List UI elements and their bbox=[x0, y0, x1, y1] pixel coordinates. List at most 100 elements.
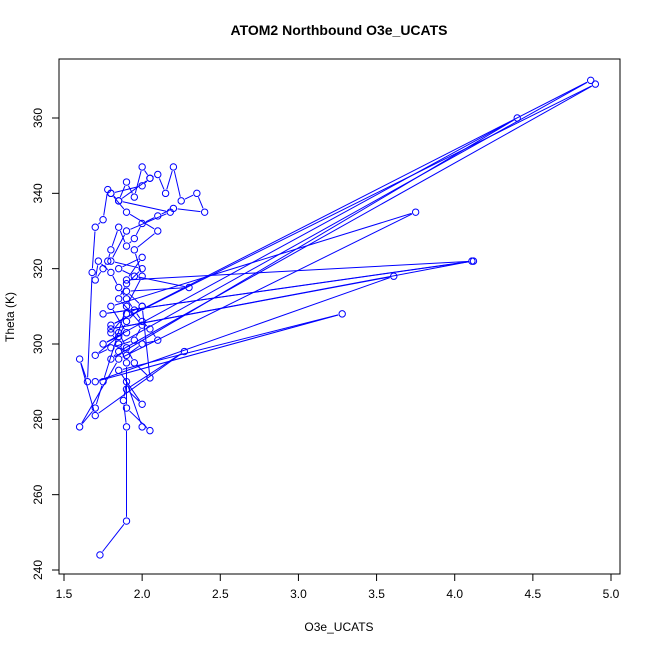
data-point bbox=[122, 302, 131, 311]
data-point bbox=[122, 351, 131, 359]
series-segment bbox=[127, 385, 142, 424]
data-point bbox=[146, 426, 154, 435]
series-segment bbox=[173, 170, 181, 197]
series-segment bbox=[113, 354, 117, 357]
data-point bbox=[122, 208, 131, 216]
series-segment bbox=[112, 234, 126, 258]
data-point bbox=[138, 317, 146, 326]
y-tick-label: 300 bbox=[31, 334, 45, 354]
data-point bbox=[115, 197, 123, 205]
series-segment bbox=[137, 365, 148, 376]
data-point bbox=[122, 227, 131, 235]
x-tick-label: 2.0 bbox=[134, 587, 151, 601]
series-segment bbox=[97, 271, 102, 277]
data-point bbox=[122, 276, 131, 284]
data-point bbox=[154, 336, 162, 344]
series-segment bbox=[120, 290, 125, 296]
data-point bbox=[586, 76, 595, 85]
series-segment bbox=[114, 119, 514, 358]
data-point bbox=[107, 329, 115, 337]
series-segment bbox=[136, 313, 141, 319]
series-segment bbox=[120, 373, 141, 402]
data-point bbox=[122, 344, 131, 352]
series-segment bbox=[144, 180, 148, 184]
series-segment bbox=[122, 270, 131, 275]
series-segment bbox=[114, 85, 592, 324]
series-segment bbox=[97, 222, 101, 225]
data-point bbox=[122, 287, 131, 295]
series-segment bbox=[122, 314, 339, 370]
data-point bbox=[91, 411, 99, 420]
data-point bbox=[130, 336, 139, 344]
data-point bbox=[99, 310, 107, 318]
data-point bbox=[107, 268, 115, 277]
data-point bbox=[107, 246, 115, 254]
data-point bbox=[107, 355, 115, 363]
series-segment bbox=[111, 231, 118, 247]
x-axis: 1.5 2.0 2.5 3.0 3.5 4.0 4.5 5.0 bbox=[56, 573, 620, 601]
data-point bbox=[75, 355, 84, 363]
y-tick-label: 280 bbox=[31, 409, 45, 429]
data-point bbox=[193, 189, 201, 198]
series-segment bbox=[129, 241, 132, 244]
data-point bbox=[177, 197, 185, 205]
data-point bbox=[138, 423, 146, 431]
data-point bbox=[99, 377, 107, 386]
series-segment bbox=[107, 261, 468, 314]
data-point bbox=[115, 264, 123, 273]
series-segment bbox=[114, 186, 139, 193]
series-segment bbox=[135, 226, 141, 236]
series-segment bbox=[122, 81, 588, 343]
series-segment bbox=[128, 260, 141, 277]
x-axis-label: O3e_UCATS bbox=[304, 620, 373, 634]
data-point bbox=[104, 257, 112, 265]
y-tick-label: 240 bbox=[31, 560, 45, 580]
series-segment bbox=[81, 362, 118, 424]
x-tick-label: 3.5 bbox=[368, 587, 385, 601]
data-point bbox=[91, 377, 99, 386]
data-point bbox=[138, 400, 146, 408]
series-segment bbox=[184, 194, 194, 200]
x-tick-label: 4.5 bbox=[525, 587, 542, 601]
series-segment bbox=[113, 195, 117, 199]
data-point bbox=[107, 257, 115, 265]
data-point bbox=[91, 404, 99, 412]
data-point bbox=[130, 193, 139, 201]
y-tick-label: 260 bbox=[31, 484, 45, 504]
series-segment bbox=[99, 314, 339, 382]
data-point bbox=[138, 302, 146, 311]
data-point bbox=[138, 340, 146, 348]
y-tick-label: 320 bbox=[31, 258, 45, 278]
data-point bbox=[130, 246, 139, 254]
data-point bbox=[138, 182, 146, 190]
data-point bbox=[91, 223, 99, 231]
data-point bbox=[122, 295, 131, 303]
series-segment bbox=[80, 362, 87, 378]
data-point bbox=[122, 359, 131, 367]
series-segment bbox=[145, 217, 155, 223]
data-point bbox=[115, 355, 123, 363]
data-point bbox=[161, 189, 170, 198]
x-tick-label: 1.5 bbox=[56, 587, 73, 601]
data-point bbox=[130, 359, 139, 367]
chart-title: ATOM2 Northbound O3e_UCATS bbox=[231, 22, 448, 38]
series-segment bbox=[129, 293, 140, 304]
series-segment bbox=[108, 253, 111, 258]
data-point bbox=[154, 170, 162, 179]
data-point bbox=[94, 257, 103, 265]
data-point bbox=[99, 264, 107, 273]
data-point bbox=[513, 114, 521, 122]
data-point bbox=[115, 366, 123, 375]
series-segment bbox=[134, 170, 142, 194]
series-segment bbox=[121, 180, 147, 199]
series-segment bbox=[166, 170, 173, 190]
data-point bbox=[146, 325, 154, 333]
data-point bbox=[169, 204, 178, 213]
series-segment bbox=[102, 524, 125, 552]
data-point bbox=[411, 208, 420, 216]
series-segment bbox=[91, 231, 96, 269]
series-segment bbox=[119, 230, 126, 243]
series-segment bbox=[129, 353, 182, 388]
data-point bbox=[88, 268, 96, 277]
series-segment bbox=[130, 260, 470, 281]
